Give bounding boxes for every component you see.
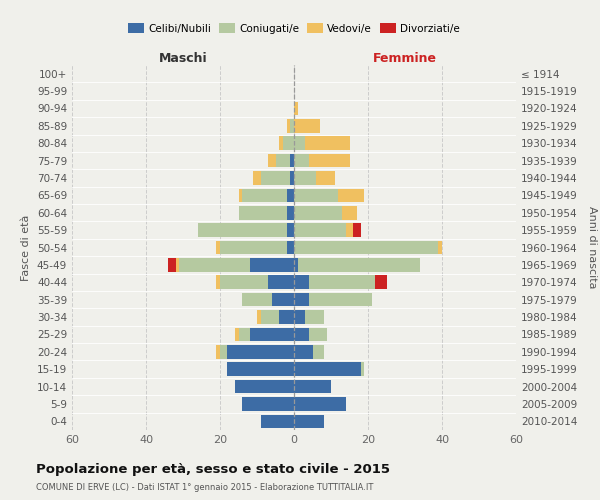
Bar (294, 102, 298, 115)
Bar (198, 224, 287, 237)
Bar (309, 276, 376, 289)
Bar (294, 310, 305, 324)
Text: Popolazione per età, sesso e stato civile - 2015: Popolazione per età, sesso e stato civil… (36, 462, 390, 475)
Bar (279, 136, 283, 150)
Bar (438, 240, 442, 254)
Bar (294, 276, 309, 289)
Bar (353, 224, 361, 237)
Bar (220, 240, 287, 254)
Bar (294, 414, 323, 428)
Bar (294, 136, 305, 150)
Bar (242, 397, 294, 410)
Bar (268, 154, 275, 168)
Bar (257, 310, 260, 324)
Bar (342, 206, 357, 220)
Y-axis label: Fasce di età: Fasce di età (22, 214, 31, 280)
Bar (294, 380, 331, 394)
Bar (309, 154, 349, 168)
Bar (294, 258, 298, 272)
Bar (287, 119, 290, 132)
Bar (294, 328, 309, 341)
Bar (294, 362, 361, 376)
Text: Femmine: Femmine (373, 52, 437, 65)
Bar (290, 119, 294, 132)
Bar (227, 362, 294, 376)
Bar (309, 293, 372, 306)
Legend: Celibi/Nubili, Coniugati/e, Vedovi/e, Divorziati/e: Celibi/Nubili, Coniugati/e, Vedovi/e, Di… (124, 19, 464, 38)
Bar (235, 380, 294, 394)
Bar (376, 276, 386, 289)
Y-axis label: Anni di nascita: Anni di nascita (587, 206, 597, 289)
Bar (168, 258, 176, 272)
Bar (279, 310, 294, 324)
Bar (242, 293, 272, 306)
Bar (361, 362, 364, 376)
Bar (290, 171, 294, 185)
Bar (179, 258, 250, 272)
Bar (272, 293, 294, 306)
Bar (235, 328, 239, 341)
Bar (217, 345, 220, 358)
Bar (294, 188, 338, 202)
Bar (220, 276, 268, 289)
Bar (260, 310, 279, 324)
Bar (294, 397, 346, 410)
Bar (217, 240, 220, 254)
Bar (305, 136, 349, 150)
Bar (305, 310, 323, 324)
Bar (287, 188, 294, 202)
Bar (253, 171, 260, 185)
Bar (290, 154, 294, 168)
Bar (298, 258, 420, 272)
Text: Maschi: Maschi (158, 52, 208, 65)
Text: COMUNE DI ERVE (LC) - Dati ISTAT 1° gennaio 2015 - Elaborazione TUTTITALIA.IT: COMUNE DI ERVE (LC) - Dati ISTAT 1° genn… (36, 484, 373, 492)
Bar (294, 345, 313, 358)
Bar (294, 171, 316, 185)
Bar (316, 171, 335, 185)
Bar (268, 276, 294, 289)
Bar (227, 345, 294, 358)
Bar (294, 119, 320, 132)
Bar (217, 276, 220, 289)
Bar (239, 188, 242, 202)
Bar (283, 136, 294, 150)
Bar (275, 154, 290, 168)
Bar (294, 154, 309, 168)
Bar (309, 328, 328, 341)
Bar (346, 224, 353, 237)
Bar (260, 171, 290, 185)
Bar (220, 345, 227, 358)
Bar (294, 206, 342, 220)
Bar (287, 240, 294, 254)
Bar (239, 328, 250, 341)
Bar (176, 258, 179, 272)
Bar (294, 240, 438, 254)
Bar (250, 328, 294, 341)
Bar (313, 345, 323, 358)
Bar (294, 293, 309, 306)
Bar (287, 224, 294, 237)
Bar (242, 188, 287, 202)
Bar (294, 224, 346, 237)
Bar (287, 206, 294, 220)
Bar (338, 188, 364, 202)
Bar (260, 414, 294, 428)
Bar (239, 206, 287, 220)
Bar (250, 258, 294, 272)
